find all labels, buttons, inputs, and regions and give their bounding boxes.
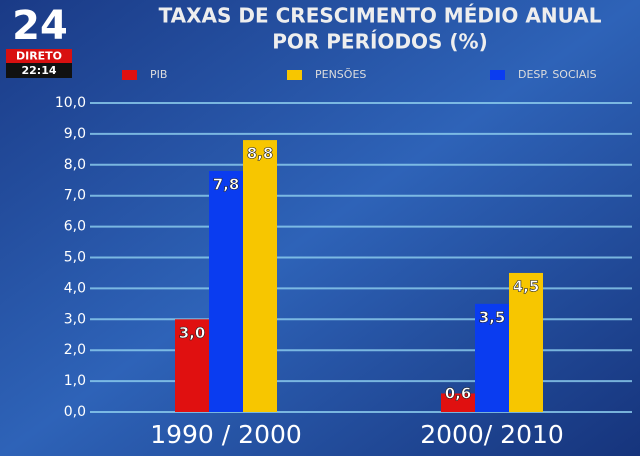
x-tick-label: 1990 / 2000	[150, 420, 302, 449]
logo: 24	[12, 3, 68, 49]
chart-title: POR PERÍODOS (%)	[272, 30, 487, 54]
y-tick-label: 9,0	[64, 126, 86, 142]
status: DIRETO	[16, 50, 62, 63]
bar	[175, 319, 209, 412]
time: 22:14	[21, 64, 56, 77]
channel-logo: 24 DIRETO 22:14	[6, 3, 72, 78]
value-label: 3,0	[179, 324, 206, 342]
bar	[441, 393, 475, 412]
legend-swatch	[490, 70, 505, 80]
y-tick-label: 3,0	[64, 311, 86, 327]
time-band	[6, 63, 72, 78]
value-label: 0,6	[445, 385, 472, 403]
bar	[475, 303, 509, 412]
y-tick-label: 7,0	[64, 188, 86, 204]
y-tick-label: 10,0	[55, 95, 86, 111]
value-label: 3,5	[479, 308, 506, 326]
status-band	[6, 49, 72, 63]
value-label: 8,8	[247, 145, 274, 163]
y-tick-label: 2,0	[64, 342, 86, 358]
legend-label: DESP. SOCIAIS	[518, 68, 597, 81]
y-tick-label: 0,0	[64, 404, 86, 420]
legend-swatch	[122, 70, 137, 80]
legend-label: PIB	[150, 68, 167, 81]
chart-title: TAXAS DE CRESCIMENTO MÉDIO ANUAL	[159, 4, 602, 28]
y-tick-label: 4,0	[64, 280, 86, 296]
value-label: 7,8	[213, 175, 240, 193]
value-label: 4,5	[513, 277, 540, 295]
legend-swatch	[287, 70, 302, 80]
x-tick-label: 2000/ 2010	[420, 420, 564, 449]
bar	[509, 272, 543, 412]
legend-label: PENSÕES	[315, 68, 366, 81]
y-tick-label: 5,0	[64, 250, 86, 266]
y-tick-label: 6,0	[64, 219, 86, 235]
y-tick-label: 8,0	[64, 157, 86, 173]
bar	[243, 140, 277, 412]
bar	[209, 170, 243, 412]
y-tick-label: 1,0	[64, 373, 86, 389]
